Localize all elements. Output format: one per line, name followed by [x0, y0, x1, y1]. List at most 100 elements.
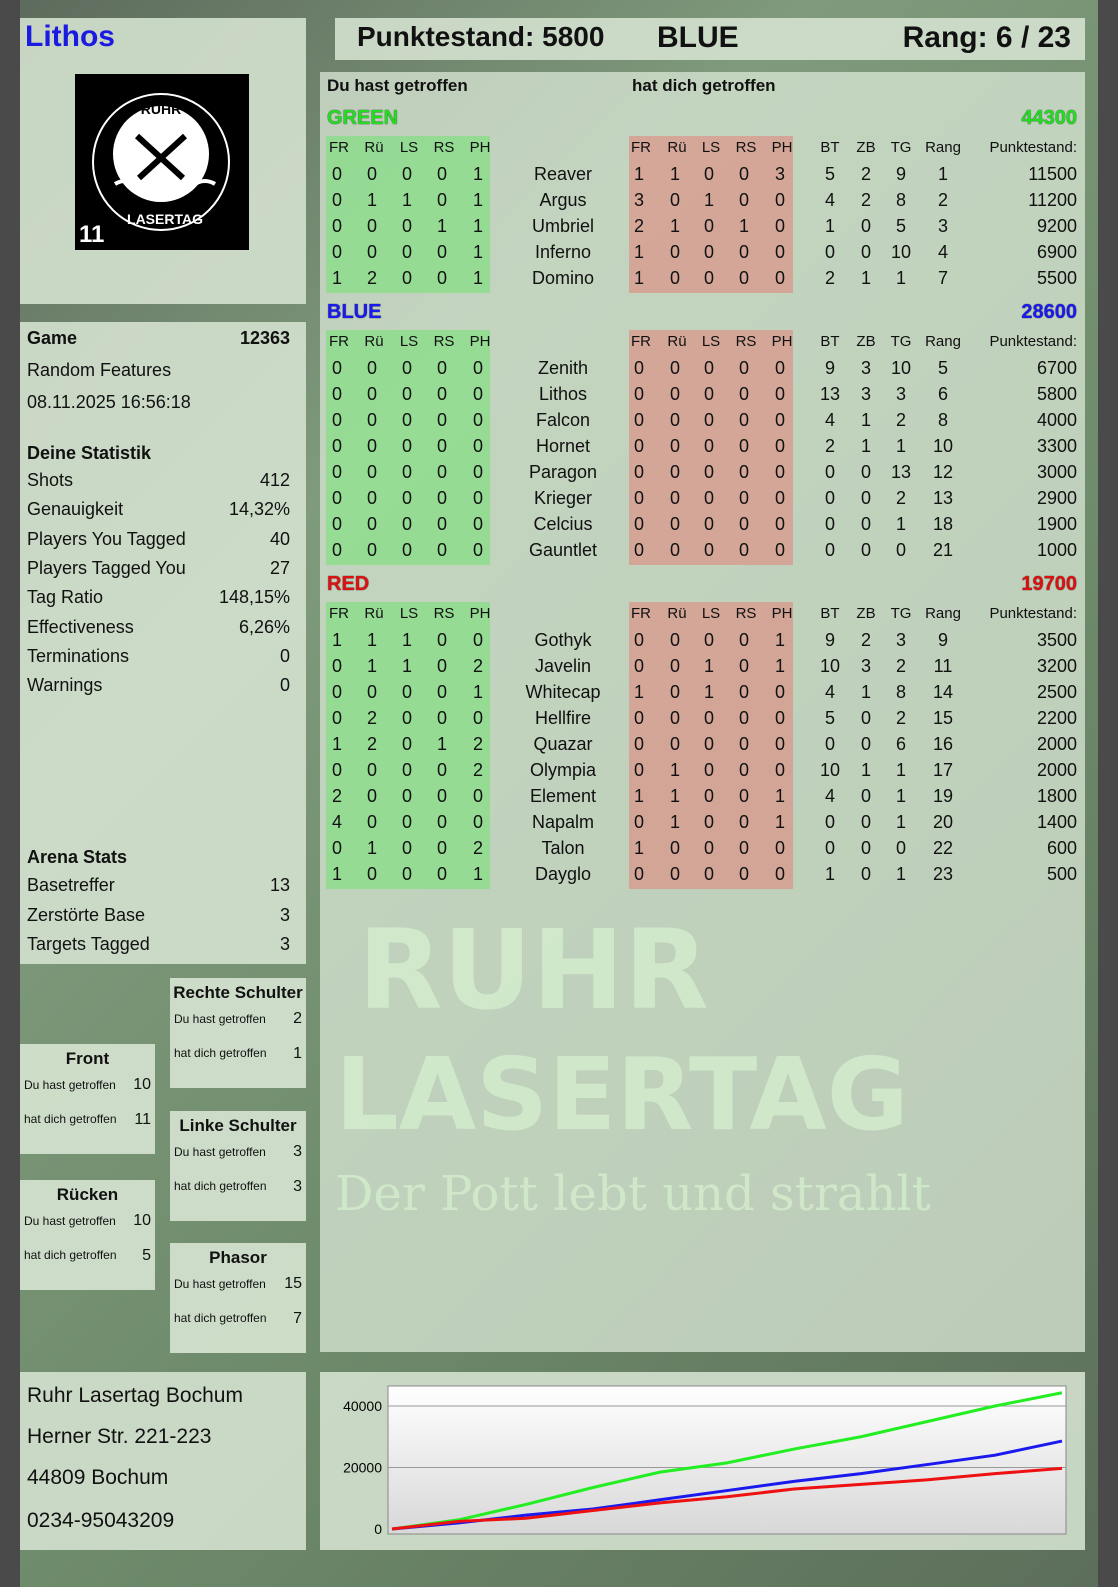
- stat-TG: 0: [895, 838, 906, 858]
- stat-ZB: 0: [860, 488, 871, 508]
- stat-ZB: 2: [860, 164, 871, 184]
- arena-stat-value: 3: [279, 904, 290, 925]
- hit-you-RS: 0: [738, 488, 749, 508]
- table-row: 0 1 0 0 2 Talon 1 0 0 0 0 0 0 0 22 600: [320, 837, 1085, 863]
- col-header-LS: LS: [399, 139, 419, 156]
- player-name: Talon: [541, 838, 585, 858]
- hit-you-Rü: 0: [669, 384, 680, 404]
- you-hit-PH: 0: [472, 540, 483, 560]
- stat-label: Terminations: [27, 645, 130, 666]
- hit-you-FR: 0: [633, 708, 644, 728]
- col-header-FR: FR: [631, 139, 651, 156]
- hit-you-PH: 0: [774, 540, 785, 560]
- player-panel: Lithos RUHR LASERTAG 11: [20, 18, 306, 304]
- hit-you-Rü: 0: [669, 488, 680, 508]
- player-name: Olympia: [529, 760, 596, 780]
- stat-TG: 13: [890, 462, 912, 482]
- zone-hit-value: 15: [284, 1275, 302, 1292]
- hit-you-LS: 0: [703, 812, 714, 832]
- hit-you-FR: 0: [633, 514, 644, 534]
- table-row: 0 0 0 0 1 Reaver 1 1 0 0 3 5 2 9 1 11500: [320, 163, 1085, 189]
- you-hit-FR: 0: [331, 708, 342, 728]
- you-hit-FR: 0: [331, 410, 342, 430]
- stat-BT: 1: [824, 864, 835, 884]
- stat-BT: 4: [824, 682, 835, 702]
- col-header-ZB: ZB: [856, 605, 876, 622]
- col-header-RS: RS: [433, 605, 455, 622]
- col-header-PH: PH: [771, 333, 793, 350]
- stat-TG: 1: [895, 786, 906, 806]
- stat-Rang: 18: [932, 514, 954, 534]
- table-row: 1 1 1 0 0 Gothyk 0 0 0 0 1 9 2 3 9 3500: [320, 629, 1085, 655]
- player-name: Falcon: [535, 410, 591, 430]
- you-hit-Rü: 0: [366, 384, 377, 404]
- you-hit-RS: 0: [436, 630, 447, 650]
- hit-you-PH: 0: [774, 708, 785, 728]
- hit-you-FR: 0: [633, 760, 644, 780]
- hit-zone-rechte-schulter: Rechte Schulter Du hast getroffen 2 hat dic…: [170, 978, 306, 1088]
- you-hit-Rü: 0: [366, 488, 377, 508]
- hit-you-RS: 0: [738, 358, 749, 378]
- you-hit-PH: 0: [472, 630, 483, 650]
- you-hit-PH: 0: [472, 384, 483, 404]
- stat-ZB: 0: [860, 216, 871, 236]
- table-row: 0 2 0 0 0 Hellfire 0 0 0 0 0 5 0 2 15 2200: [320, 707, 1085, 733]
- hit-you-PH: 1: [774, 786, 785, 806]
- hit-you-FR: 0: [633, 656, 644, 676]
- team-name: RED: [327, 573, 370, 595]
- stat-value: 14,32%: [228, 499, 290, 520]
- stat-Rang: 8: [937, 410, 948, 430]
- hit-you-Rü: 0: [669, 436, 680, 456]
- you-hit-PH: 1: [472, 242, 483, 262]
- col-header-PH: PH: [469, 605, 491, 622]
- score-label: Punktestand: 5800: [357, 21, 605, 52]
- hit-you-LS: 0: [703, 514, 714, 534]
- hit-you-RS: 0: [738, 384, 749, 404]
- stat-ZB: 0: [860, 786, 871, 806]
- col-header-FR: FR: [329, 333, 349, 350]
- hit-you-Rü: 1: [669, 812, 680, 832]
- stat-BT: 0: [824, 540, 835, 560]
- you-hit-RS: 0: [436, 812, 447, 832]
- hit-you-heading: hat dich getroffen: [632, 76, 776, 95]
- table-row: 4 0 0 0 0 Napalm 0 1 0 0 1 0 0 1 20 1400: [320, 811, 1085, 837]
- hit-you-PH: 0: [774, 488, 785, 508]
- you-hit-LS: 0: [401, 864, 412, 884]
- you-hit-LS: 0: [401, 410, 412, 430]
- col-header-PH: PH: [771, 605, 793, 622]
- stat-value: 0: [279, 675, 290, 696]
- you-hit-LS: 0: [401, 540, 412, 560]
- hit-you-Rü: 0: [669, 682, 680, 702]
- stat-TG: 8: [895, 190, 906, 210]
- col-header-PH: PH: [469, 333, 491, 350]
- stat-BT: 10: [819, 656, 841, 676]
- you-hit-RS: 0: [436, 268, 447, 288]
- you-hit-LS: 0: [401, 760, 412, 780]
- col-header-Rü: Rü: [667, 139, 687, 156]
- hit-you-FR: 0: [633, 488, 644, 508]
- you-hit-FR: 0: [331, 656, 342, 676]
- hit-you-Rü: 0: [669, 708, 680, 728]
- player-name: Zenith: [537, 358, 589, 378]
- col-header-RS: RS: [735, 333, 757, 350]
- you-hit-PH: 1: [472, 164, 483, 184]
- team-score: 28600: [1021, 301, 1077, 323]
- hit-you-FR: 0: [633, 410, 644, 430]
- hit-you-PH: 0: [774, 268, 785, 288]
- you-hit-Rü: 1: [366, 190, 377, 210]
- hit-you-FR: 1: [633, 786, 644, 806]
- zone-title: Phasor: [209, 1248, 267, 1267]
- you-hit-RS: 0: [436, 436, 447, 456]
- stat-TG: 2: [895, 708, 906, 728]
- hit-you-RS: 0: [738, 268, 749, 288]
- hit-you-RS: 0: [738, 760, 749, 780]
- you-hit-PH: 2: [472, 760, 483, 780]
- stat-Rang: 3: [937, 216, 948, 236]
- player-score: 3000: [1036, 462, 1077, 482]
- player-name: Whitecap: [525, 682, 601, 702]
- you-hit-FR: 0: [331, 190, 342, 210]
- col-header-Rü: Rü: [667, 605, 687, 622]
- you-hit-LS: 0: [401, 488, 412, 508]
- you-hit-PH: 0: [472, 462, 483, 482]
- hit-you-Rü: 0: [669, 864, 680, 884]
